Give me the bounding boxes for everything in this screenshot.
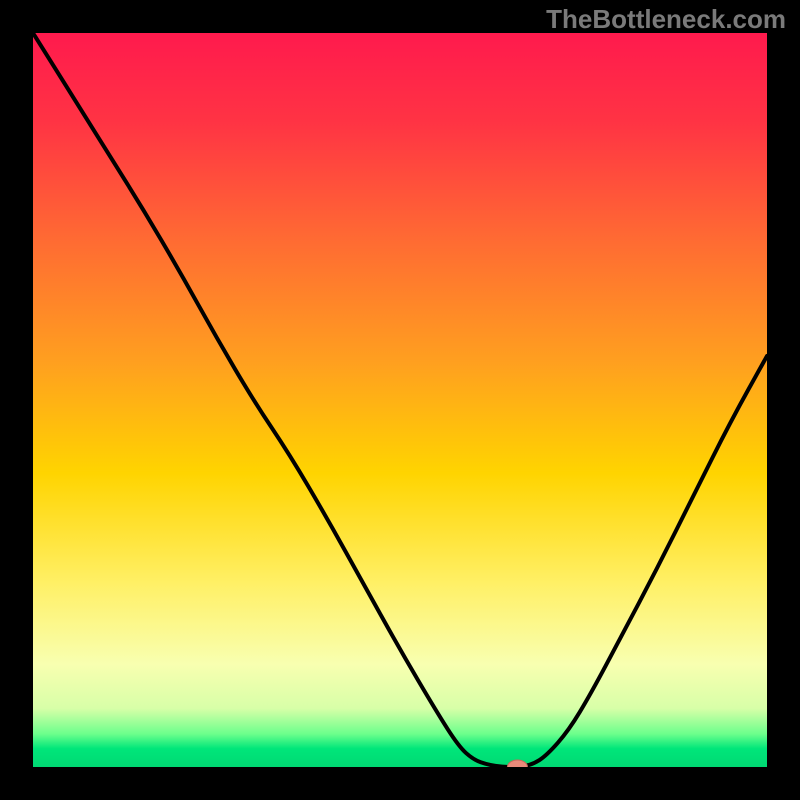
chart-frame: TheBottleneck.com xyxy=(0,0,800,800)
bottleneck-curve-plot xyxy=(33,33,767,767)
gradient-background xyxy=(33,33,767,767)
source-watermark: TheBottleneck.com xyxy=(546,4,786,35)
